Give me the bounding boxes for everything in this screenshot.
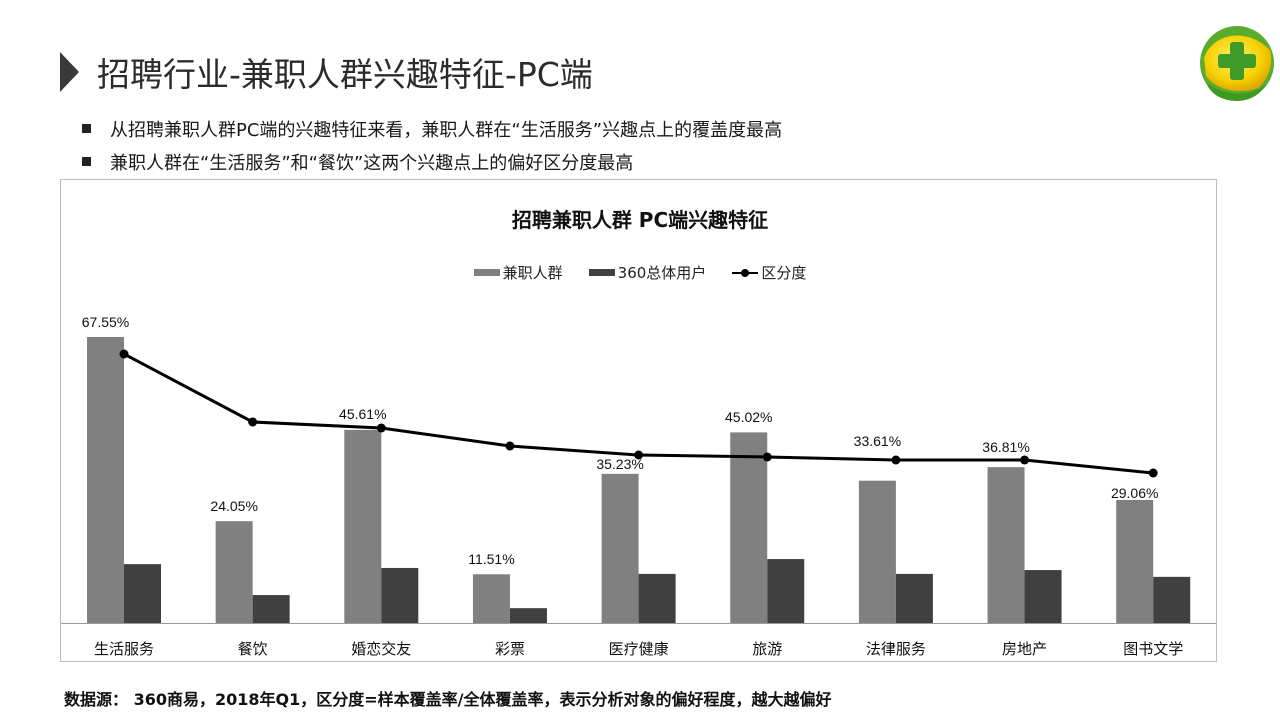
bar-overall — [509, 608, 547, 623]
x-tick-label: 旅游 — [752, 640, 782, 658]
index-point-marker — [762, 452, 772, 462]
legend-label: 360总体用户 — [617, 264, 707, 282]
x-tick-label: 婚恋交友 — [351, 640, 411, 658]
legend-swatch-overall — [588, 269, 615, 276]
bar-overall — [638, 573, 676, 623]
legend-item-index: 区分度 — [732, 262, 806, 283]
bar-overall — [252, 595, 290, 623]
legend-label: 兼职人群 — [502, 264, 563, 282]
bullet-item: 兼职人群在“生活服务”和“餐饮”这两个兴趣点上的偏好区分度最高 — [82, 145, 782, 178]
x-tick-label: 房地产 — [1002, 640, 1047, 658]
legend-label: 区分度 — [761, 264, 807, 282]
legend-item-overall: 360总体用户 — [588, 262, 707, 283]
data-source-note: 数据源： 360商易，2018年Q1，区分度=样本覆盖率/全体覆盖率，表示分析对… — [64, 690, 832, 709]
x-tick-label: 图书文学 — [1123, 640, 1183, 658]
data-label: 33.61% — [854, 433, 901, 449]
index-point-marker — [376, 423, 386, 433]
chart-title: 招聘兼职人群 PC端兴趣特征 — [511, 208, 769, 232]
bar-parttime — [601, 473, 639, 623]
page-title: 招聘行业-兼职人群兴趣特征-PC端 — [97, 55, 593, 94]
data-label: 36.81% — [982, 439, 1029, 455]
bar-parttime — [215, 521, 253, 623]
index-point-marker — [634, 450, 644, 460]
bar-parttime — [472, 574, 510, 623]
bar-overall — [895, 573, 933, 623]
index-point-marker — [505, 441, 515, 451]
bar-parttime — [858, 480, 896, 623]
bullet-text: 兼职人群在“生活服务”和“餐饮”这两个兴趣点上的偏好区分度最高 — [110, 152, 634, 174]
bullet-item: 从招聘兼职人群PC端的兴趣特征来看，兼职人群在“生活服务”兴趣点上的覆盖度最高 — [82, 112, 782, 145]
title-arrow-icon — [60, 52, 79, 92]
x-tick-label: 法律服务 — [866, 640, 926, 658]
bar-parttime — [730, 432, 768, 623]
index-point-marker — [248, 417, 258, 427]
bar-parttime — [87, 336, 124, 623]
x-tick-label: 餐饮 — [238, 640, 268, 658]
bar-overall — [381, 567, 419, 623]
legend-swatch-parttime — [473, 269, 500, 276]
x-tick-label: 彩票 — [495, 640, 525, 658]
data-label: 29.06% — [1111, 485, 1158, 501]
index-point-marker — [891, 455, 901, 465]
data-label: 67.55% — [82, 314, 129, 330]
index-point-marker — [1020, 455, 1030, 465]
bullet-square-icon — [82, 157, 91, 166]
bar-overall — [1153, 576, 1191, 623]
data-label: 24.05% — [210, 498, 257, 514]
summary-bullets: 从招聘兼职人群PC端的兴趣特征来看，兼职人群在“生活服务”兴趣点上的覆盖度最高 … — [82, 112, 782, 178]
bar-overall — [1024, 570, 1062, 623]
bullet-text: 从招聘兼职人群PC端的兴趣特征来看，兼职人群在“生活服务”兴趣点上的覆盖度最高 — [110, 119, 783, 141]
data-label: 11.51% — [468, 551, 514, 567]
legend-item-parttime: 兼职人群 — [473, 262, 563, 283]
legend-line-marker-icon — [732, 268, 759, 277]
x-tick-label: 医疗健康 — [609, 640, 669, 658]
data-label: 45.02% — [725, 409, 772, 425]
bullet-square-icon — [82, 124, 91, 133]
bar-parttime — [1116, 499, 1154, 623]
bar-overall — [767, 559, 805, 623]
360-logo-plus-icon — [1200, 26, 1274, 101]
index-point-marker — [119, 349, 129, 359]
index-point-marker — [1148, 468, 1158, 478]
x-tick-label: 生活服务 — [94, 640, 154, 658]
data-label: 35.23% — [596, 456, 643, 472]
bar-parttime — [344, 429, 382, 623]
bar-overall — [124, 564, 161, 623]
data-label: 45.61% — [339, 406, 386, 422]
bar-parttime — [987, 467, 1025, 623]
chart-legend: 兼职人群 360总体用户 区分度 — [0, 262, 1280, 283]
